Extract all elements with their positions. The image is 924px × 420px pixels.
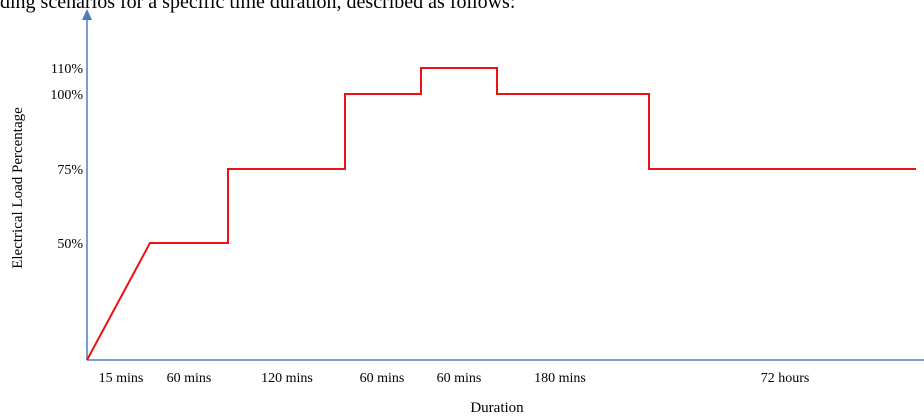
x-segment-label: 60 mins: [360, 371, 405, 386]
x-segment-labels: 15 mins 60 mins 120 mins 60 mins 60 mins 180 …: [99, 371, 810, 386]
x-segment-label: 72 hours: [761, 371, 810, 386]
series-load: [86, 67, 916, 361]
y-axis-label: Electrical Load Percentage: [10, 107, 26, 269]
series-line-load: [86, 67, 916, 361]
x-segment-label: 120 mins: [261, 371, 313, 386]
x-segment-label: 15 mins: [99, 371, 144, 386]
caption-text: ding scenarios for a specific time durat…: [0, 0, 516, 13]
x-segment-label: 60 mins: [437, 371, 482, 386]
y-tick-labels: 50% 75% 100% 110%: [50, 62, 83, 252]
y-tick-label: 110%: [51, 62, 83, 77]
y-tick-label: 100%: [50, 88, 83, 103]
x-segment-label: 60 mins: [167, 371, 212, 386]
y-tick-label: 50%: [57, 237, 83, 252]
x-axis-label: Duration: [470, 400, 524, 415]
y-tick-label: 75%: [57, 163, 83, 178]
axes: [82, 9, 924, 361]
y-axis-arrow-icon: [82, 9, 92, 20]
x-segment-label: 180 mins: [534, 371, 586, 386]
